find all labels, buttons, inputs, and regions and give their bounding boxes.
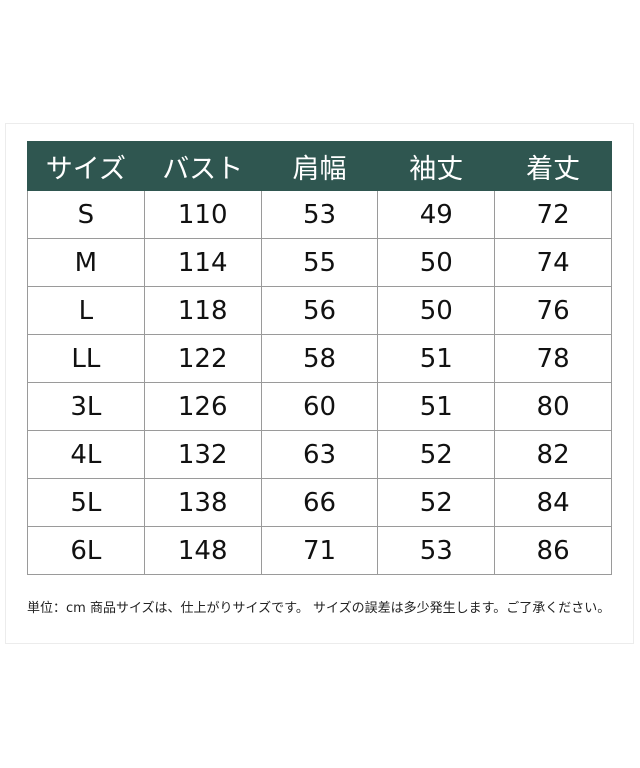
table-cell: 6L bbox=[27, 526, 145, 575]
table-row: 3L 126 60 51 80 bbox=[27, 382, 612, 431]
table-cell: 49 bbox=[377, 190, 496, 239]
table-cell: 50 bbox=[377, 286, 496, 335]
table-cell: 148 bbox=[143, 526, 262, 575]
table-cell: LL bbox=[27, 334, 145, 383]
table-cell: 3L bbox=[27, 382, 145, 431]
table-cell: 52 bbox=[377, 430, 496, 479]
table-cell: 114 bbox=[143, 238, 262, 287]
table-cell: 5L bbox=[27, 478, 145, 527]
table-cell: 72 bbox=[494, 190, 612, 239]
table-cell: 82 bbox=[494, 430, 612, 479]
table-cell: S bbox=[27, 190, 145, 239]
table-row: L 118 56 50 76 bbox=[27, 286, 612, 335]
table-cell: 51 bbox=[377, 334, 496, 383]
table-cell: 53 bbox=[260, 190, 379, 239]
table-row: 6L 148 71 53 86 bbox=[27, 526, 612, 575]
table-cell: 132 bbox=[143, 430, 262, 479]
table-cell: 66 bbox=[260, 478, 379, 527]
header-row: サイズ バスト 肩幅 袖丈 着丈 bbox=[27, 141, 612, 191]
table-cell: 86 bbox=[494, 526, 612, 575]
table-cell: 56 bbox=[260, 286, 379, 335]
column-header: 袖丈 bbox=[377, 141, 496, 191]
table-cell: 51 bbox=[377, 382, 496, 431]
table-cell: 71 bbox=[260, 526, 379, 575]
table-cell: 50 bbox=[377, 238, 496, 287]
column-header: バスト bbox=[143, 141, 262, 191]
table-cell: 80 bbox=[494, 382, 612, 431]
table-cell: 60 bbox=[260, 382, 379, 431]
table-cell: 52 bbox=[377, 478, 496, 527]
table-cell: 110 bbox=[143, 190, 262, 239]
table-row: 4L 132 63 52 82 bbox=[27, 430, 612, 479]
table-cell: M bbox=[27, 238, 145, 287]
table-cell: 55 bbox=[260, 238, 379, 287]
table-cell: 63 bbox=[260, 430, 379, 479]
table-cell: 118 bbox=[143, 286, 262, 335]
column-header: サイズ bbox=[27, 141, 145, 191]
table-row: M 114 55 50 74 bbox=[27, 238, 612, 287]
table-cell: 126 bbox=[143, 382, 262, 431]
table-row: S 110 53 49 72 bbox=[27, 190, 612, 239]
column-header: 着丈 bbox=[494, 141, 612, 191]
size-table: サイズ バスト 肩幅 袖丈 着丈 S 110 53 49 72 M 114 55 50 74 L 118 56 5… bbox=[27, 141, 612, 575]
size-note: 単位：cm 商品サイズは、仕上がりサイズです。 サイズの誤差は多少発生します。ご… bbox=[27, 601, 611, 616]
size-chart-panel bbox=[5, 123, 634, 644]
table-cell: 138 bbox=[143, 478, 262, 527]
table-row: LL 122 58 51 78 bbox=[27, 334, 612, 383]
table-cell: 122 bbox=[143, 334, 262, 383]
table-cell: 84 bbox=[494, 478, 612, 527]
column-header: 肩幅 bbox=[260, 141, 379, 191]
table-cell: 53 bbox=[377, 526, 496, 575]
table-cell: L bbox=[27, 286, 145, 335]
table-cell: 78 bbox=[494, 334, 612, 383]
table-row: 5L 138 66 52 84 bbox=[27, 478, 612, 527]
table-cell: 76 bbox=[494, 286, 612, 335]
table-cell: 58 bbox=[260, 334, 379, 383]
table-cell: 4L bbox=[27, 430, 145, 479]
table-cell: 74 bbox=[494, 238, 612, 287]
